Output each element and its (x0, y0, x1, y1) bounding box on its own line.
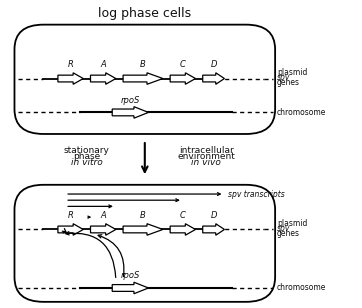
Text: B: B (140, 60, 146, 69)
Text: chromosome: chromosome (277, 108, 326, 117)
FancyArrowPatch shape (62, 229, 66, 233)
Text: plasmid: plasmid (277, 68, 307, 77)
Text: phase: phase (73, 152, 101, 161)
Text: C: C (180, 211, 186, 220)
Polygon shape (170, 73, 195, 84)
Text: A: A (100, 211, 106, 220)
Polygon shape (58, 224, 83, 235)
Polygon shape (203, 224, 224, 235)
Text: D: D (210, 211, 217, 220)
Polygon shape (123, 73, 163, 84)
Text: A: A (100, 60, 106, 69)
Text: rpoS: rpoS (121, 271, 140, 280)
Text: B: B (140, 211, 146, 220)
Polygon shape (90, 73, 116, 84)
Polygon shape (123, 224, 163, 235)
Text: rpoS: rpoS (121, 96, 140, 105)
Polygon shape (112, 107, 148, 118)
Text: environment: environment (177, 152, 235, 161)
Text: intracellular: intracellular (179, 146, 234, 156)
Polygon shape (170, 224, 195, 235)
Text: genes: genes (277, 229, 300, 238)
Polygon shape (58, 73, 83, 84)
Text: spv transcripts: spv transcripts (228, 189, 285, 199)
Polygon shape (112, 282, 148, 294)
Text: genes: genes (277, 78, 300, 87)
FancyArrowPatch shape (98, 235, 124, 277)
Text: plasmid: plasmid (277, 219, 307, 228)
Text: chromosome: chromosome (277, 283, 326, 293)
Text: C: C (180, 60, 186, 69)
Text: R: R (68, 60, 73, 69)
Text: stationary: stationary (64, 146, 110, 156)
Text: R: R (68, 211, 73, 220)
Text: in vitro: in vitro (71, 157, 103, 167)
Text: log phase cells: log phase cells (98, 7, 191, 20)
Polygon shape (203, 73, 224, 84)
Text: spv: spv (277, 73, 290, 82)
Text: D: D (210, 60, 217, 69)
FancyBboxPatch shape (14, 185, 275, 302)
FancyArrowPatch shape (66, 232, 116, 278)
Text: in vivo: in vivo (191, 157, 221, 167)
FancyBboxPatch shape (14, 25, 275, 134)
Text: spv: spv (277, 224, 290, 233)
Polygon shape (90, 224, 116, 235)
